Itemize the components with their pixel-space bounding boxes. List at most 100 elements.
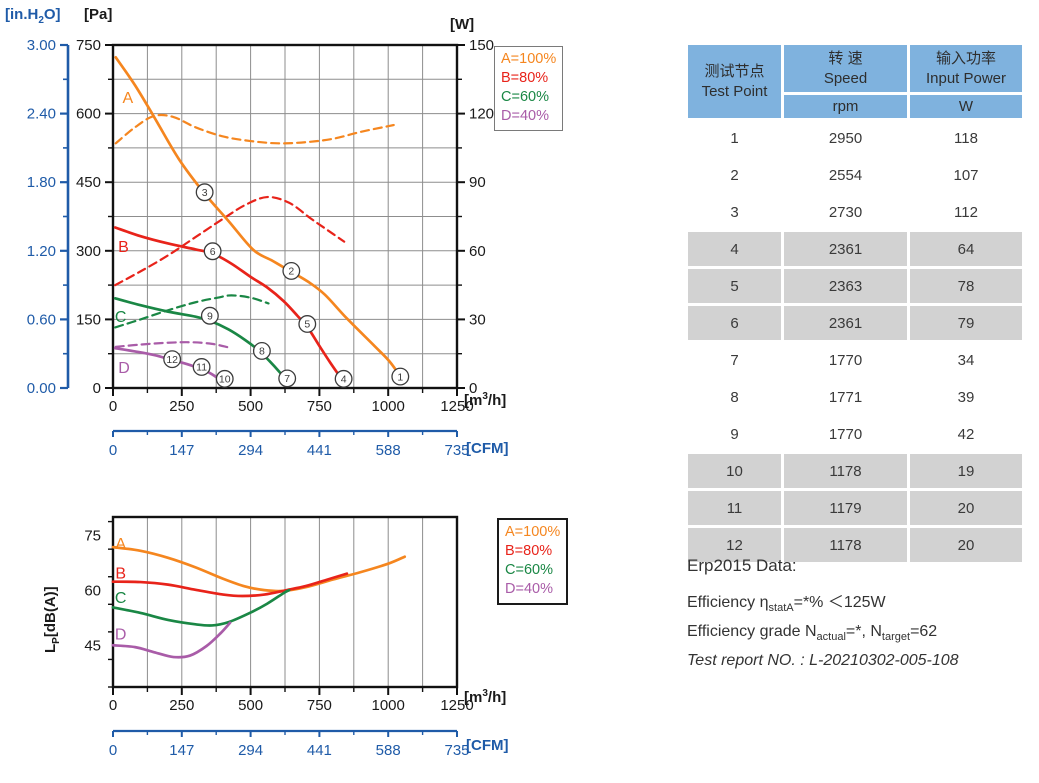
test-point-cell: 3 <box>688 195 781 229</box>
test-point-cell: 7 <box>688 343 781 377</box>
table-row: 3 2730 112 <box>688 195 1022 229</box>
svg-text:750: 750 <box>76 37 101 54</box>
test-point-cell: 10 <box>688 454 781 488</box>
svg-text:C: C <box>115 590 127 607</box>
table-row: 7 1770 34 <box>688 343 1022 377</box>
legend-item-d: D=40% <box>501 108 549 124</box>
col-header-test-point: 测试节点 Test Point <box>688 45 781 118</box>
power-cell: 42 <box>910 417 1022 451</box>
table-row: 4 2361 64 <box>688 232 1022 266</box>
col-subheader-w: W <box>910 95 1022 118</box>
table-row: 10 1178 19 <box>688 454 1022 488</box>
m3h-axis-unit-2: [m3/h] <box>464 688 507 706</box>
power-cell: 19 <box>910 454 1022 488</box>
svg-text:588: 588 <box>376 742 401 759</box>
power-cell: 20 <box>910 491 1022 525</box>
speed-cell: 2950 <box>784 121 907 155</box>
speed-cell: 1178 <box>784 454 907 488</box>
test-point-cell: 6 <box>688 306 781 340</box>
svg-text:2.40: 2.40 <box>27 106 56 123</box>
m3h-axis-unit-1: [m3/h] <box>464 391 507 409</box>
power-cell: 107 <box>910 158 1022 192</box>
svg-text:1000: 1000 <box>372 697 405 714</box>
power-cell: 34 <box>910 343 1022 377</box>
svg-text:120: 120 <box>469 106 494 123</box>
svg-text:150: 150 <box>76 311 101 328</box>
svg-text:2: 2 <box>288 266 294 278</box>
test-point-cell: 8 <box>688 380 781 414</box>
svg-text:1250: 1250 <box>440 697 473 714</box>
svg-text:45: 45 <box>84 638 101 655</box>
svg-text:441: 441 <box>307 442 332 459</box>
svg-text:294: 294 <box>238 742 263 759</box>
speed-cell: 1771 <box>784 380 907 414</box>
table-row: 12 1178 20 <box>688 528 1022 562</box>
col-header-speed: 转 速 Speed <box>784 45 907 92</box>
erp-efficiency-line: Efficiency ηstatA=*% ＜125W <box>687 594 886 615</box>
svg-text:735: 735 <box>444 442 469 459</box>
svg-text:3: 3 <box>202 187 208 199</box>
power-cell: 64 <box>910 232 1022 266</box>
noise-chart-legend: A=100% B=80% C=60% D=40% <box>497 518 569 605</box>
svg-text:500: 500 <box>238 697 263 714</box>
power-cell: 39 <box>910 380 1022 414</box>
svg-text:441: 441 <box>307 742 332 759</box>
speed-cell: 1178 <box>784 528 907 562</box>
speed-cell: 2361 <box>784 306 907 340</box>
svg-text:0: 0 <box>109 697 117 714</box>
svg-text:150: 150 <box>469 37 494 54</box>
svg-text:0.60: 0.60 <box>27 311 56 328</box>
svg-text:0.00: 0.00 <box>27 380 56 397</box>
svg-text:60: 60 <box>84 583 101 600</box>
legend-item-d: D=40% <box>505 581 553 597</box>
svg-text:0: 0 <box>93 380 101 397</box>
svg-text:7: 7 <box>284 373 290 385</box>
svg-text:11: 11 <box>196 362 207 374</box>
table-row: 5 2363 78 <box>688 269 1022 303</box>
power-cell: 112 <box>910 195 1022 229</box>
svg-text:600: 600 <box>76 106 101 123</box>
test-point-cell: 1 <box>688 121 781 155</box>
svg-text:12: 12 <box>166 354 178 366</box>
erp-grade-line: Efficiency grade Nactual=*, Ntarget=62 <box>687 623 938 644</box>
svg-text:750: 750 <box>307 697 332 714</box>
pq-chart-legend: A=100% B=80% C=60% D=40% <box>494 46 564 131</box>
table-row: 6 2361 79 <box>688 306 1022 340</box>
table-row: 9 1770 42 <box>688 417 1022 451</box>
erp-title: Erp2015 Data: <box>687 556 797 575</box>
svg-text:10: 10 <box>219 374 231 386</box>
svg-text:D: D <box>118 360 130 377</box>
svg-text:1: 1 <box>397 371 403 383</box>
svg-text:B: B <box>118 239 129 256</box>
col-subheader-rpm: rpm <box>784 95 907 118</box>
power-cell: 78 <box>910 269 1022 303</box>
test-point-cell: 4 <box>688 232 781 266</box>
svg-text:750: 750 <box>307 398 332 415</box>
table-row: 1 2950 118 <box>688 121 1022 155</box>
table-row: 8 1771 39 <box>688 380 1022 414</box>
svg-text:1.80: 1.80 <box>27 174 56 191</box>
speed-cell: 2363 <box>784 269 907 303</box>
speed-cell: 2554 <box>784 158 907 192</box>
speed-cell: 1770 <box>784 417 907 451</box>
svg-text:0: 0 <box>109 742 117 759</box>
test-point-cell: 5 <box>688 269 781 303</box>
cfm-axis-unit-1: [CFM] <box>466 440 509 457</box>
svg-text:500: 500 <box>238 398 263 415</box>
svg-text:1250: 1250 <box>440 398 473 415</box>
test-point-table: 测试节点 Test Point 转 速 Speed 输入功率 Input Power … <box>685 42 1025 565</box>
svg-text:A: A <box>123 90 134 107</box>
table-row: 2 2554 107 <box>688 158 1022 192</box>
power-cell: 20 <box>910 528 1022 562</box>
svg-text:300: 300 <box>76 243 101 260</box>
speed-cell: 2730 <box>784 195 907 229</box>
pq-power-chart: 0 250 500 750 1000 12500150300450600750030609… <box>27 37 494 459</box>
svg-text:0: 0 <box>469 380 477 397</box>
svg-text:6: 6 <box>210 246 216 258</box>
col-header-input-power: 输入功率 Input Power <box>910 45 1022 92</box>
test-point-cell: 2 <box>688 158 781 192</box>
svg-text:1000: 1000 <box>372 398 405 415</box>
speed-cell: 1179 <box>784 491 907 525</box>
svg-text:147: 147 <box>169 442 194 459</box>
